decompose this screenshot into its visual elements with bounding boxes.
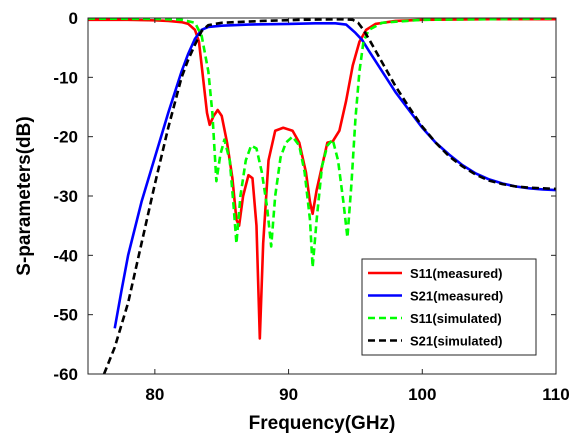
y-tick-label: -60 [53,365,78,384]
series-layer [88,18,556,374]
legend-label: S21(measured) [410,289,503,304]
legend-box [361,258,537,356]
x-axis-label: Frequency(GHz) [249,413,396,434]
x-tick-label: 110 [542,385,569,404]
x-tick-label: 90 [279,385,298,404]
y-tick-label: -20 [53,128,78,147]
ticks-layer: 80 90 100 110 0 -10 -20 -30 -40 -50 -60 [53,9,569,404]
legend-label: S11(simulated) [410,311,502,326]
x-tick-label: 100 [408,385,436,404]
y-tick-label: -10 [53,68,78,87]
series-line-2 [88,18,556,269]
series-line-3 [102,18,556,374]
y-tick-label: -40 [53,246,78,265]
legend-label: S21(simulated) [410,334,502,349]
x-tick-label: 80 [145,385,164,404]
y-axis-label: S-parameters(dB) [14,116,35,275]
legend-label: S11(measured) [410,266,503,281]
y-tick-label: 0 [69,9,78,28]
y-tick-label: -30 [53,187,78,206]
legend: S11(measured) S21(measured) S11(simulated)… [361,258,537,356]
y-tick-label: -50 [53,306,78,325]
series-line-0 [88,18,556,340]
